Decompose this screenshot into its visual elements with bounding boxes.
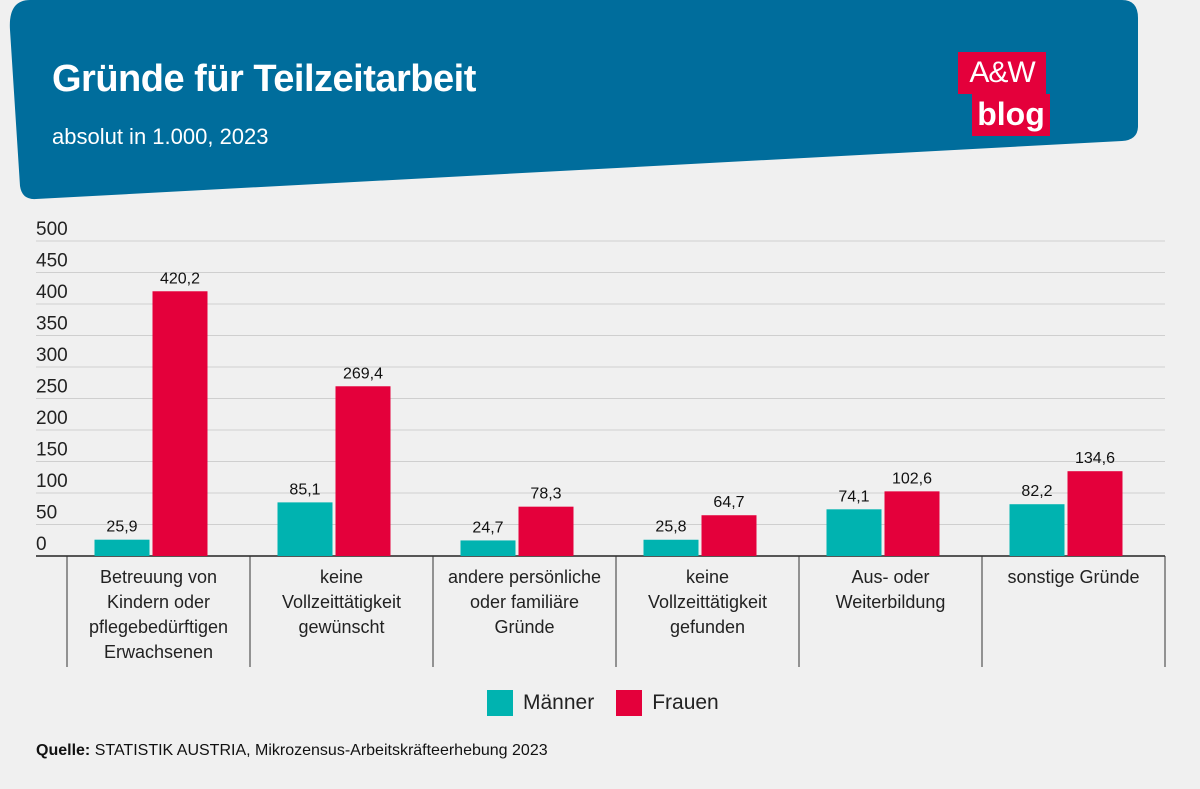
- logo-text-blog: blog: [972, 94, 1050, 136]
- data-label-women: 64,7: [713, 494, 744, 511]
- category-label-line: keine: [320, 567, 363, 587]
- data-label-women: 420,2: [160, 270, 200, 287]
- header-banner: [9, 0, 1138, 200]
- y-tick-label: 0: [36, 534, 47, 555]
- category-label-line: andere persönliche: [448, 567, 601, 587]
- y-tick-label: 400: [36, 282, 68, 303]
- y-tick-label: 500: [36, 219, 68, 240]
- data-label-men: 82,2: [1021, 483, 1052, 500]
- legend: Männer Frauen: [487, 690, 741, 716]
- category-label-line: Erwachsenen: [104, 642, 213, 662]
- bar-men: [826, 509, 882, 556]
- y-tick-label: 350: [36, 314, 68, 335]
- source-note: Quelle: STATISTIK AUSTRIA, Mikrozensus-A…: [36, 742, 548, 760]
- bar-women: [518, 506, 574, 556]
- aw-blog-logo[interactable]: A&W blog: [958, 52, 1050, 136]
- category-label: sonstige Gründe: [1007, 567, 1139, 587]
- data-label-women: 102,6: [892, 470, 932, 487]
- legend-item-men: Männer: [487, 690, 594, 716]
- category-label-line: keine: [686, 567, 729, 587]
- bar-women: [884, 491, 940, 556]
- category-label: andere persönliche oder familiäre Gründe: [448, 567, 601, 637]
- data-label-women: 269,4: [343, 365, 383, 382]
- bar-men: [643, 539, 699, 556]
- legend-swatch-men: [487, 690, 513, 716]
- category-label-line: Kindern oder: [107, 592, 210, 612]
- bar-women: [335, 386, 391, 556]
- category-label-line: Weiterbildung: [836, 592, 946, 612]
- data-label-men: 25,8: [655, 519, 686, 536]
- y-tick-label: 150: [36, 440, 68, 461]
- data-label-men: 25,9: [106, 519, 137, 536]
- category-label-line: Gründe: [494, 617, 554, 637]
- category-label-line: gefunden: [670, 617, 745, 637]
- bar-men: [460, 540, 516, 556]
- y-tick-label: 200: [36, 408, 68, 429]
- logo-text-aw: A&W: [958, 52, 1046, 94]
- bar-men: [94, 539, 150, 556]
- y-tick-label: 300: [36, 345, 68, 366]
- category-label: Aus- oder Weiterbildung: [836, 567, 946, 612]
- category-label-line: pflegebedürftigen: [89, 617, 228, 637]
- bar-men: [1009, 504, 1065, 556]
- category-label-line: oder familiäre: [470, 592, 579, 612]
- category-label-line: sonstige Gründe: [1007, 567, 1139, 587]
- data-label-men: 85,1: [289, 481, 320, 498]
- legend-item-women: Frauen: [616, 690, 719, 716]
- data-label-women: 78,3: [530, 486, 561, 503]
- y-tick-label: 50: [36, 503, 57, 524]
- category-label-line: Betreuung von: [100, 567, 217, 587]
- category-label-line: gewünscht: [298, 617, 384, 637]
- data-label-women: 134,6: [1075, 450, 1115, 467]
- y-tick-label: 100: [36, 471, 68, 492]
- category-label-line: Vollzeittätigkeit: [648, 592, 767, 612]
- bar-women: [1067, 471, 1123, 556]
- source-label: Quelle:: [36, 742, 91, 759]
- chart-title: Gründe für Teilzeitarbeit: [52, 58, 476, 100]
- bar-women: [701, 515, 757, 556]
- category-label: keine Vollzeittätigkeit gewünscht: [282, 567, 401, 637]
- legend-label-women: Frauen: [652, 691, 719, 714]
- legend-swatch-women: [616, 690, 643, 716]
- category-label: keine Vollzeittätigkeit gefunden: [648, 567, 767, 637]
- data-label-men: 24,7: [472, 519, 503, 536]
- category-label-line: Vollzeittätigkeit: [282, 592, 401, 612]
- bar-men: [277, 502, 333, 556]
- y-tick-label: 450: [36, 251, 68, 272]
- y-tick-label: 250: [36, 377, 68, 398]
- category-label-line: Aus- oder: [851, 567, 929, 587]
- category-label: Betreuung von Kindern oder pflegebedürftig…: [89, 567, 228, 662]
- source-text: STATISTIK AUSTRIA, Mikrozensus-Arbeitskr…: [94, 742, 548, 759]
- data-label-men: 74,1: [838, 488, 869, 505]
- legend-label-men: Männer: [523, 691, 595, 714]
- bar-women: [152, 291, 208, 556]
- chart-subtitle: absolut in 1.000, 2023: [52, 124, 269, 149]
